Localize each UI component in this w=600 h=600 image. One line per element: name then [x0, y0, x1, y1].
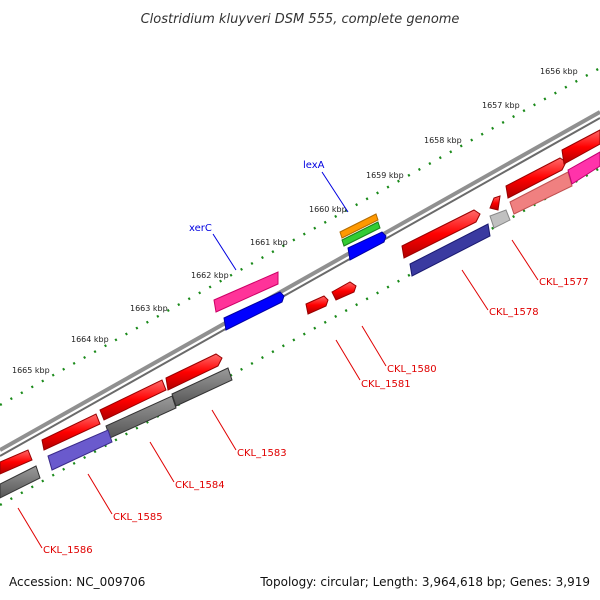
feature-CKL_1577: [489, 129, 600, 229]
feature-CKL_1586: [0, 449, 41, 499]
gene-labels: xerC lexA CKL_1577 CKL_1578 CKL_1580 CKL…: [43, 160, 589, 556]
kbp-label-1662: 1662 kbp: [191, 271, 229, 280]
feature-xerC: [213, 271, 285, 331]
accession-text: Accession: NC_009706: [9, 575, 145, 589]
gene-label-CKL_1578: CKL_1578: [489, 307, 539, 318]
feature-CKL_1581: [305, 295, 329, 315]
gene-label-CKL_1577: CKL_1577: [539, 277, 589, 288]
kbp-label-1658: 1658 kbp: [424, 136, 462, 145]
feature-lexA: [339, 213, 387, 261]
kbp-label-1660: 1660 kbp: [309, 205, 347, 214]
leader-lines: [17, 171, 539, 549]
kbp-label-1661: 1661 kbp: [250, 238, 288, 247]
gene-label-CKL_1586: CKL_1586: [43, 545, 93, 556]
gene-label-CKL_1580: CKL_1580: [387, 364, 437, 375]
feature-CKL_1578: [401, 209, 491, 277]
topology-text: Topology: circular; Length: 3,964,618 bp…: [259, 575, 590, 589]
kbp-label-1663: 1663 kbp: [130, 304, 168, 313]
kbp-scale: 1656 kbp 1657 kbp 1658 kbp 1659 kbp 1660…: [12, 67, 578, 375]
kbp-label-1664: 1664 kbp: [71, 335, 109, 344]
kbp-label-1665: 1665 kbp: [12, 366, 50, 375]
genome-title: Clostridium kluyveri DSM 555, complete g…: [141, 12, 460, 27]
gene-label-CKL_1584: CKL_1584: [175, 480, 225, 491]
kbp-label-1656: 1656 kbp: [540, 67, 578, 76]
gene-label-lexA: lexA: [303, 160, 325, 171]
gene-label-CKL_1581: CKL_1581: [361, 379, 411, 390]
feature-CKL_1585: [41, 413, 113, 471]
gene-label-CKL_1583: CKL_1583: [237, 448, 287, 459]
forward-tick-track: [0, 66, 600, 407]
gene-label-CKL_1585: CKL_1585: [113, 512, 163, 523]
gene-label-xerC: xerC: [189, 223, 212, 234]
kbp-label-1659: 1659 kbp: [366, 171, 404, 180]
kbp-label-1657: 1657 kbp: [482, 101, 520, 110]
genome-backbone: [0, 110, 600, 457]
feature-CKL_1583: [165, 353, 233, 407]
feature-CKL_1580: [331, 281, 357, 301]
